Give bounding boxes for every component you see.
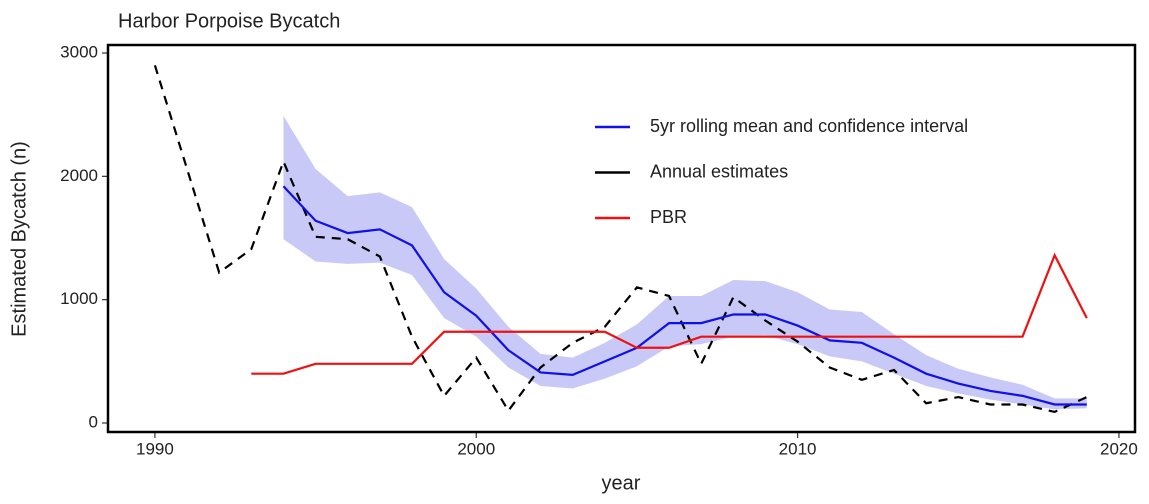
legend-label: 5yr rolling mean and confidence interval xyxy=(650,116,968,136)
y-tick-label: 2000 xyxy=(60,166,98,185)
chart-title: Harbor Porpoise Bycatch xyxy=(118,10,340,32)
y-tick-label: 0 xyxy=(89,412,98,431)
legend-label: PBR xyxy=(650,207,687,227)
plot-frame xyxy=(106,43,1137,434)
x-tick-label: 1990 xyxy=(136,439,174,458)
x-tick-label: 2010 xyxy=(779,439,817,458)
series-line xyxy=(282,185,1087,406)
x-tick-label: 2000 xyxy=(457,439,495,458)
confidence-band xyxy=(283,115,1087,410)
legend-label: Annual estimates xyxy=(650,161,788,181)
x-axis-label: year xyxy=(602,472,641,494)
series-line xyxy=(153,65,1088,414)
y-axis-label: Estimated Bycatch (n) xyxy=(8,141,30,337)
series-line xyxy=(251,252,1088,375)
x-tick-label: 2020 xyxy=(1100,439,1138,458)
y-tick-label: 3000 xyxy=(60,43,98,62)
y-tick-label: 1000 xyxy=(60,289,98,308)
